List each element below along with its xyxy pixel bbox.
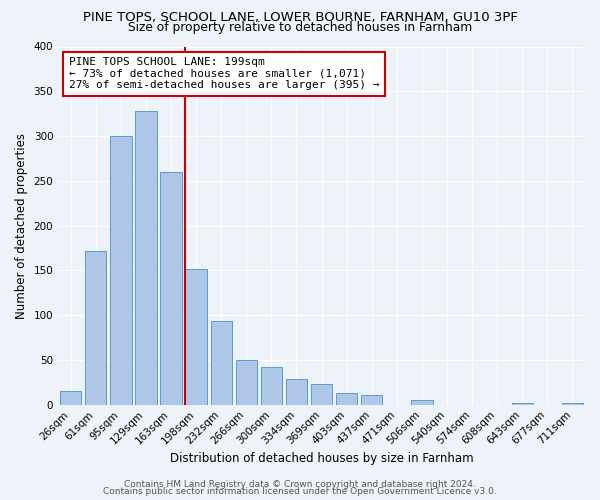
Bar: [85, 250, 106, 404]
Bar: [286, 379, 307, 404]
Bar: [211, 322, 232, 404]
Text: Contains public sector information licensed under the Open Government Licence v3: Contains public sector information licen…: [103, 487, 497, 496]
Bar: [512, 403, 533, 404]
Bar: [411, 400, 433, 404]
Bar: [185, 268, 207, 404]
Text: Size of property relative to detached houses in Farnham: Size of property relative to detached ho…: [128, 21, 472, 34]
Bar: [562, 403, 583, 404]
Bar: [236, 360, 257, 405]
Text: Contains HM Land Registry data © Crown copyright and database right 2024.: Contains HM Land Registry data © Crown c…: [124, 480, 476, 489]
Bar: [136, 111, 157, 405]
Text: PINE TOPS SCHOOL LANE: 199sqm
← 73% of detached houses are smaller (1,071)
27% o: PINE TOPS SCHOOL LANE: 199sqm ← 73% of d…: [69, 57, 379, 90]
Bar: [361, 395, 382, 404]
Bar: [160, 172, 182, 404]
Y-axis label: Number of detached properties: Number of detached properties: [15, 132, 28, 318]
Bar: [110, 136, 131, 404]
Bar: [311, 384, 332, 404]
Bar: [60, 392, 82, 404]
Bar: [261, 367, 282, 405]
Bar: [336, 393, 358, 404]
X-axis label: Distribution of detached houses by size in Farnham: Distribution of detached houses by size …: [170, 452, 473, 465]
Text: PINE TOPS, SCHOOL LANE, LOWER BOURNE, FARNHAM, GU10 3PF: PINE TOPS, SCHOOL LANE, LOWER BOURNE, FA…: [83, 11, 517, 24]
